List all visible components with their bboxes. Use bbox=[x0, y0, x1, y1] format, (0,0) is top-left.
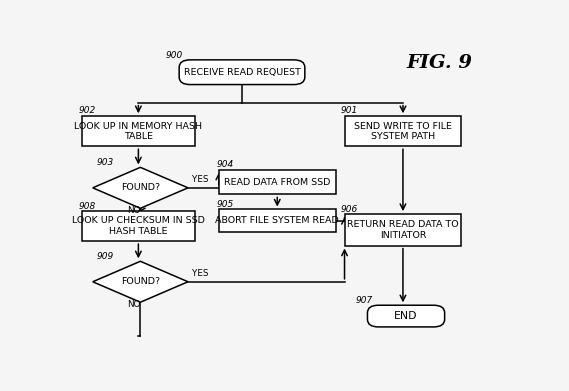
Text: RECEIVE READ REQUEST: RECEIVE READ REQUEST bbox=[184, 68, 300, 77]
Text: LOOK UP IN MEMORY HASH
TABLE: LOOK UP IN MEMORY HASH TABLE bbox=[75, 122, 203, 141]
Text: 906: 906 bbox=[340, 204, 357, 213]
Bar bbox=[82, 116, 195, 146]
FancyBboxPatch shape bbox=[368, 305, 444, 327]
Bar bbox=[219, 210, 336, 232]
Text: YES: YES bbox=[192, 269, 208, 278]
Text: FOUND?: FOUND? bbox=[121, 183, 160, 192]
Text: ABORT FILE SYSTEM READ: ABORT FILE SYSTEM READ bbox=[216, 216, 339, 225]
Text: 907: 907 bbox=[355, 296, 372, 305]
Text: FOUND?: FOUND? bbox=[121, 277, 160, 286]
Polygon shape bbox=[93, 167, 188, 208]
Text: 909: 909 bbox=[96, 252, 113, 261]
Bar bbox=[219, 170, 336, 194]
Text: SEND WRITE TO FILE
SYSTEM PATH: SEND WRITE TO FILE SYSTEM PATH bbox=[354, 122, 452, 141]
Polygon shape bbox=[93, 261, 188, 302]
Text: FIG. 9: FIG. 9 bbox=[406, 54, 472, 72]
Text: 903: 903 bbox=[96, 158, 113, 167]
Bar bbox=[82, 211, 195, 241]
Bar bbox=[344, 116, 461, 146]
Text: 905: 905 bbox=[217, 200, 234, 209]
Text: END: END bbox=[394, 311, 418, 321]
Bar bbox=[344, 214, 461, 246]
Text: 902: 902 bbox=[79, 106, 96, 115]
FancyBboxPatch shape bbox=[179, 60, 305, 84]
Text: LOOK UP CHECKSUM IN SSD
HASH TABLE: LOOK UP CHECKSUM IN SSD HASH TABLE bbox=[72, 216, 205, 236]
Text: 900: 900 bbox=[166, 51, 183, 60]
Text: READ DATA FROM SSD: READ DATA FROM SSD bbox=[224, 178, 331, 187]
Text: 908: 908 bbox=[79, 202, 96, 211]
Text: 904: 904 bbox=[217, 160, 234, 169]
Text: NO: NO bbox=[127, 300, 141, 309]
Text: 901: 901 bbox=[340, 106, 357, 115]
Text: NO: NO bbox=[127, 206, 141, 215]
Text: RETURN READ DATA TO
INITIATOR: RETURN READ DATA TO INITIATOR bbox=[347, 220, 459, 240]
Text: YES: YES bbox=[192, 176, 208, 185]
